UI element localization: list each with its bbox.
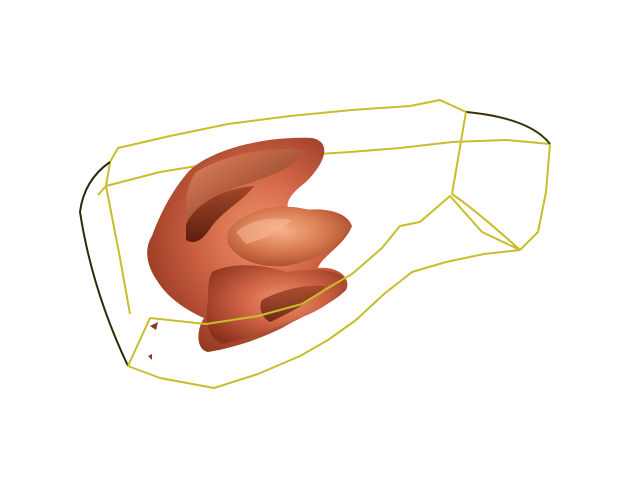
bounding-box-back-edges [97,99,551,315]
bounding-box-front-edges [79,143,551,389]
box-bottom-front-edge [127,249,521,389]
box-right-arc [465,111,551,145]
box-right-lower-arc [451,193,521,251]
box-bottom-left-link [127,317,151,367]
isosurface-fragment-left [150,322,158,330]
isosurface-lower-fold [260,285,326,322]
box-inner-back-vertical [451,111,467,195]
box-left-front-curve [79,161,129,367]
box-inner-left-vertical [105,161,131,315]
box-bottom-back-edge [149,195,521,325]
box-top-back-edge [109,99,467,163]
isosurface-fragment-small [148,354,152,360]
isosurface-top-fold [186,148,304,222]
isosurface-highlight [236,218,292,244]
isosurface [147,137,352,360]
isosurface-inner-cavity [186,186,254,243]
box-front-vertical [519,143,551,251]
